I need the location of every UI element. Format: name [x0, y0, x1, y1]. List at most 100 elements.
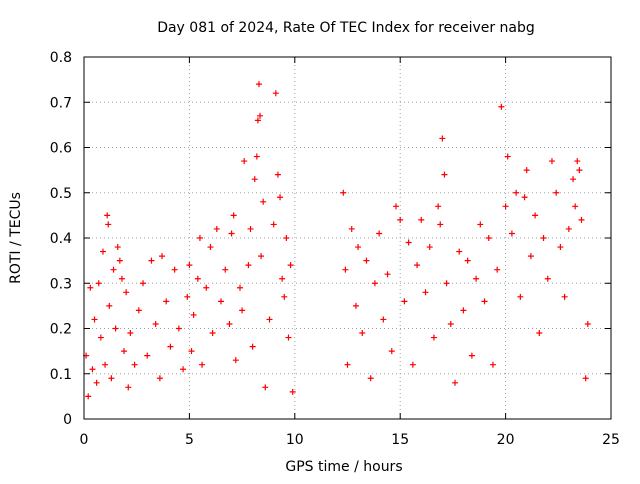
data-point: [348, 225, 355, 232]
data-point: [460, 307, 467, 314]
data-point: [401, 298, 408, 305]
data-point: [532, 212, 539, 219]
data-point: [481, 298, 488, 305]
data-point: [414, 262, 421, 269]
data-point: [270, 221, 277, 228]
data-point: [199, 361, 206, 368]
y-tick-label: 0.6: [50, 141, 72, 157]
data-point: [209, 330, 216, 337]
x-tick-label: 20: [497, 432, 515, 448]
y-tick-label: 0.8: [50, 50, 72, 66]
data-point: [489, 361, 496, 368]
data-point: [255, 81, 262, 88]
data-point: [384, 271, 391, 278]
data-point: [93, 379, 100, 386]
data-point: [392, 203, 399, 210]
data-point: [123, 289, 130, 296]
chart-title: Day 081 of 2024, Rate Of TEC Index for r…: [157, 20, 535, 36]
data-point: [97, 334, 104, 341]
data-point: [521, 194, 528, 201]
data-point: [439, 135, 446, 142]
data-point: [422, 289, 429, 296]
data-point: [355, 244, 362, 251]
data-point: [222, 266, 229, 273]
y-tick-label: 0.2: [50, 322, 72, 338]
data-point: [352, 302, 359, 309]
data-point: [104, 212, 111, 219]
data-point: [570, 176, 577, 183]
data-point: [277, 194, 284, 201]
data-point: [473, 275, 480, 282]
data-point: [513, 189, 520, 196]
data-point: [167, 343, 174, 350]
data-point: [281, 293, 288, 300]
data-point: [574, 158, 581, 165]
data-point: [110, 266, 117, 273]
data-point: [409, 361, 416, 368]
data-point: [441, 171, 448, 178]
data-point: [186, 262, 193, 269]
data-point: [557, 244, 564, 251]
data-point: [91, 316, 98, 323]
data-point: [388, 348, 395, 355]
data-point: [196, 235, 203, 241]
data-point: [226, 320, 233, 327]
x-tick-label: 0: [80, 432, 89, 448]
data-point: [342, 266, 349, 273]
data-point: [405, 239, 412, 246]
data-point: [504, 153, 511, 160]
data-point: [447, 320, 454, 327]
data-point: [213, 225, 220, 232]
data-point: [87, 284, 94, 291]
data-point: [380, 316, 387, 323]
data-point: [257, 112, 264, 119]
data-point: [527, 253, 534, 260]
data-point: [576, 167, 583, 174]
data-point: [367, 375, 374, 382]
y-tick-label: 0.5: [50, 186, 72, 202]
data-point: [262, 384, 269, 391]
data-point: [523, 167, 530, 174]
data-point: [144, 352, 151, 359]
data-point: [477, 221, 484, 228]
data-point: [540, 235, 547, 241]
data-point: [437, 221, 444, 228]
data-point: [266, 316, 273, 323]
data-point: [456, 248, 463, 255]
data-point: [140, 280, 147, 287]
data-point: [241, 158, 248, 165]
data-points: [83, 81, 591, 400]
data-point: [359, 330, 366, 337]
data-point: [131, 361, 138, 368]
data-point: [289, 388, 296, 395]
y-axis-label: ROTI / TECUs: [8, 192, 24, 284]
data-point: [452, 379, 459, 386]
data-point: [249, 343, 256, 350]
data-point: [236, 284, 243, 291]
y-tick-label: 0.7: [50, 95, 72, 111]
data-point: [274, 171, 281, 178]
data-point: [125, 384, 132, 391]
data-point: [114, 244, 121, 251]
data-point: [118, 275, 125, 282]
x-tick-label: 10: [286, 432, 304, 448]
y-tick-label: 0.4: [50, 231, 72, 247]
data-point: [578, 216, 585, 223]
data-point: [565, 225, 572, 232]
data-point: [184, 293, 191, 300]
data-point: [572, 203, 579, 210]
data-point: [544, 275, 551, 282]
data-point: [105, 221, 112, 228]
data-point: [112, 325, 119, 332]
data-point: [218, 298, 225, 305]
data-point: [258, 253, 265, 260]
x-axis-label: GPS time / hours: [285, 459, 402, 475]
data-point: [426, 244, 433, 251]
data-point: [279, 275, 286, 282]
data-point: [584, 320, 591, 327]
data-point: [397, 216, 404, 223]
data-point: [443, 280, 450, 287]
data-point: [95, 280, 102, 287]
